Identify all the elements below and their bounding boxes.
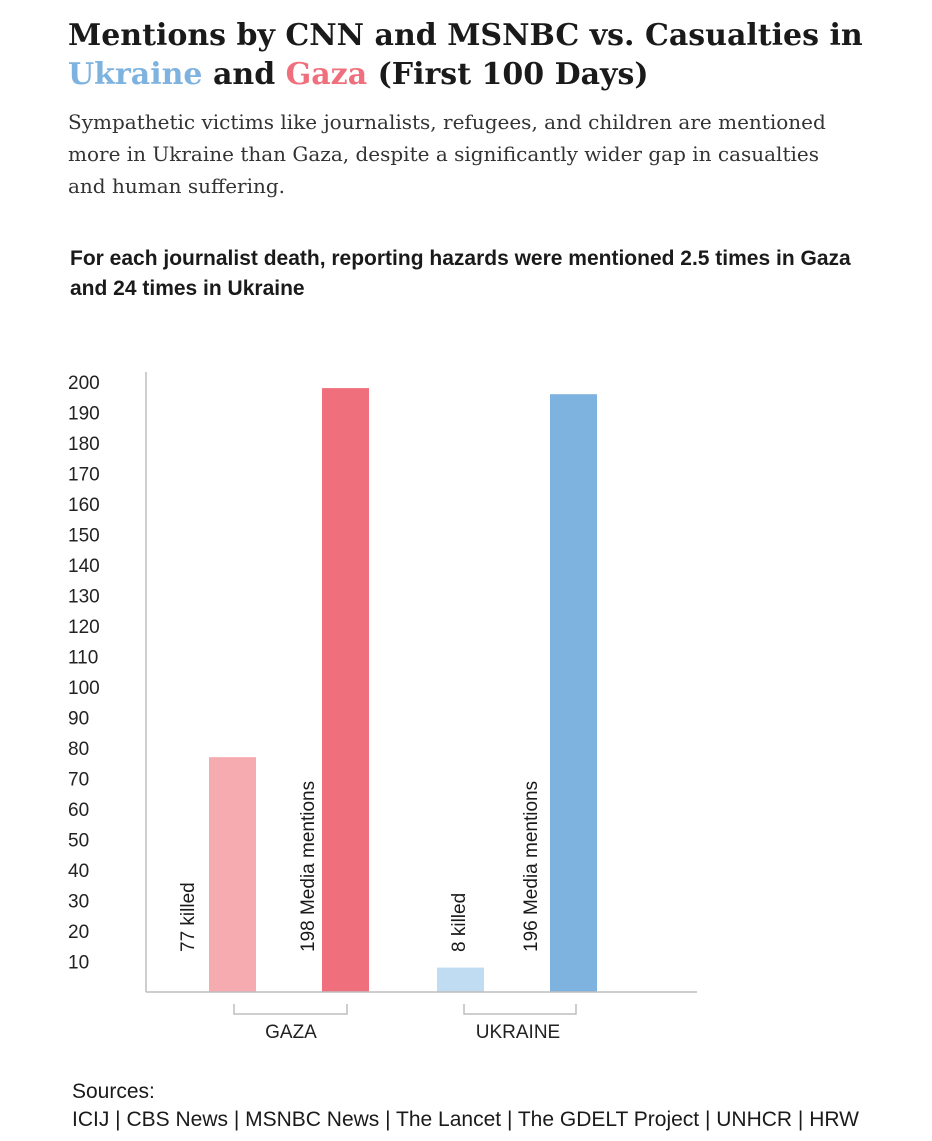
category-bracket bbox=[463, 1004, 577, 1015]
y-tick-label: 90 bbox=[68, 709, 89, 730]
bar-label: 77 killed bbox=[178, 882, 199, 952]
y-tick-label: 10 bbox=[68, 953, 89, 974]
sources-label: Sources: bbox=[72, 1080, 155, 1103]
x-axis: GAZA UKRAINE bbox=[145, 372, 697, 1043]
y-tick-label: 50 bbox=[68, 831, 89, 852]
category-bracket bbox=[233, 1004, 348, 1015]
y-tick-label: 60 bbox=[68, 800, 89, 821]
title-rest: (First 100 Days) bbox=[367, 57, 649, 92]
y-tick-label: 40 bbox=[68, 861, 89, 882]
bar-label: 196 Media mentions bbox=[521, 781, 542, 952]
y-tick-label: 140 bbox=[68, 556, 100, 577]
y-tick-label: 70 bbox=[68, 770, 89, 791]
y-tick-label: 200 bbox=[68, 373, 100, 394]
y-tick-label: 30 bbox=[68, 892, 89, 913]
bar-chart: 10 20 30 40 50 60 70 80 90 100 110 120 130 140 150 160 1… bbox=[68, 372, 697, 1043]
chart-heading: For each journalist death, reporting haz… bbox=[70, 247, 851, 300]
y-tick-label: 110 bbox=[68, 648, 98, 669]
y-tick-label: 170 bbox=[68, 465, 100, 486]
sources-list: ICIJ | CBS News | MSNBC News | The Lance… bbox=[72, 1108, 859, 1131]
y-tick-label: 130 bbox=[68, 587, 100, 608]
y-tick-label: 120 bbox=[68, 617, 100, 638]
y-tick-label: 190 bbox=[68, 404, 100, 425]
x-category-label: GAZA bbox=[265, 1022, 317, 1043]
y-tick-label: 80 bbox=[68, 739, 89, 760]
title-ukraine: Ukraine bbox=[68, 57, 203, 92]
chart-subtitle: Sympathetic victims like journalists, re… bbox=[68, 110, 826, 198]
chart-title: Mentions by CNN and MSNBC vs. Casualties… bbox=[68, 16, 908, 94]
y-tick-label: 150 bbox=[68, 526, 100, 547]
bar-ukraine-killed bbox=[437, 967, 484, 992]
y-tick-label: 20 bbox=[68, 922, 89, 943]
bars bbox=[209, 388, 597, 993]
bar-label: 8 killed bbox=[449, 893, 470, 952]
title-line1: Mentions by CNN and MSNBC vs. Casualties… bbox=[68, 18, 863, 53]
title-and: and bbox=[202, 57, 286, 92]
y-tick-label: 100 bbox=[68, 678, 100, 699]
bar-ukraine-mentions bbox=[550, 394, 597, 992]
bar-label: 198 Media mentions bbox=[298, 781, 319, 952]
title-gaza: Gaza bbox=[285, 57, 368, 92]
y-tick-label: 180 bbox=[68, 434, 100, 455]
y-axis-ticks: 10 20 30 40 50 60 70 80 90 100 110 120 130 140 150 160 1… bbox=[68, 373, 100, 974]
bar-gaza-mentions bbox=[322, 388, 369, 993]
x-category-label: UKRAINE bbox=[476, 1022, 560, 1043]
bar-labels: 77 killed 198 Media mentions 8 killed 196 M… bbox=[178, 781, 542, 952]
bar-gaza-killed bbox=[209, 757, 256, 992]
y-tick-label: 160 bbox=[68, 495, 100, 516]
